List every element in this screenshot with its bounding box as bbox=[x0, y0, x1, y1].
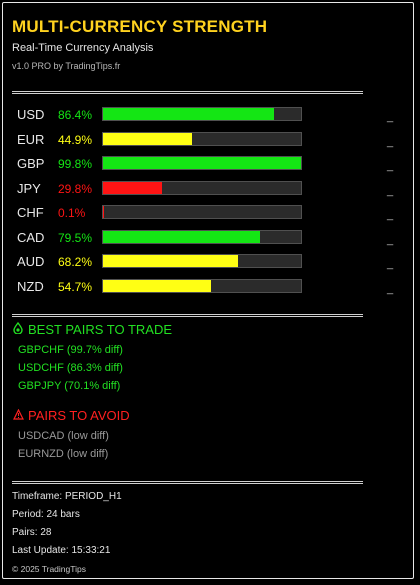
row-marker: _ bbox=[387, 282, 394, 295]
version-label: v1.0 PRO by TradingTips.fr bbox=[12, 61, 121, 71]
separator-middle bbox=[12, 314, 363, 317]
best-pair-item: GBPJPY (70.1% diff) bbox=[18, 380, 121, 392]
currency-row-usd: USD 86.4% _ bbox=[3, 105, 413, 127]
best-pairs-heading: BEST PAIRS TO TRADE bbox=[13, 321, 173, 337]
copyright-label: © 2025 TradingTips bbox=[12, 564, 86, 574]
row-marker: _ bbox=[387, 184, 394, 197]
pairs-count-label: Pairs: 28 bbox=[12, 527, 52, 538]
strength-bar bbox=[102, 156, 302, 170]
strength-bar-fill bbox=[103, 108, 275, 120]
warning-icon bbox=[13, 408, 25, 423]
avoid-pairs-title: PAIRS TO AVOID bbox=[28, 408, 130, 423]
row-marker: _ bbox=[387, 111, 394, 123]
avoid-pair-item: EURNZD (low diff) bbox=[18, 448, 109, 460]
strength-bar-fill bbox=[103, 181, 162, 194]
drop-icon bbox=[13, 321, 25, 337]
currency-row-jpy: JPY 29.8% _ bbox=[3, 179, 413, 201]
strength-percent: 99.8% bbox=[58, 157, 93, 171]
best-pair-item: USDCHF (86.3% diff) bbox=[18, 362, 123, 374]
currency-code: CHF bbox=[17, 205, 44, 220]
strength-bar bbox=[102, 107, 302, 121]
strength-bar-fill bbox=[103, 230, 261, 243]
avoid-pairs-heading: PAIRS TO AVOID bbox=[13, 408, 130, 423]
strength-bar-fill bbox=[103, 255, 239, 267]
best-pairs-title: BEST PAIRS TO TRADE bbox=[28, 322, 173, 337]
currency-row-cad: CAD 79.5% _ bbox=[3, 228, 413, 250]
currency-code: CAD bbox=[17, 229, 45, 245]
separator-bottom bbox=[12, 481, 363, 484]
separator-top bbox=[12, 91, 363, 94]
last-update-label: Last Update: 15:33:21 bbox=[12, 545, 111, 556]
strength-bar bbox=[102, 205, 302, 219]
currency-strength-panel: MULTI-CURRENCY STRENGTH Real-Time Curren… bbox=[2, 2, 414, 579]
strength-percent: 54.7% bbox=[58, 279, 93, 294]
strength-percent: 44.9% bbox=[58, 132, 93, 147]
currency-code: USD bbox=[17, 107, 45, 122]
strength-bar bbox=[102, 278, 302, 293]
row-marker: _ bbox=[387, 233, 394, 246]
strength-bar bbox=[102, 229, 302, 244]
currency-code: GBP bbox=[17, 156, 45, 171]
strength-bar-fill bbox=[103, 132, 192, 145]
strength-bar bbox=[102, 131, 302, 146]
row-marker: _ bbox=[387, 135, 394, 148]
panel-title: MULTI-CURRENCY STRENGTH bbox=[12, 17, 268, 36]
row-marker: _ bbox=[387, 209, 394, 221]
strength-bar bbox=[102, 180, 302, 195]
strength-percent: 79.5% bbox=[58, 230, 93, 245]
currency-row-chf: CHF 0.1% _ bbox=[3, 203, 413, 225]
strength-percent: 68.2% bbox=[58, 255, 93, 269]
timeframe-label: Timeframe: PERIOD_H1 bbox=[12, 491, 122, 502]
row-marker: _ bbox=[387, 258, 394, 270]
strength-percent: 0.1% bbox=[58, 206, 86, 220]
strength-percent: 29.8% bbox=[58, 181, 93, 196]
strength-bar-fill bbox=[103, 279, 212, 292]
strength-percent: 86.4% bbox=[58, 108, 93, 122]
currency-code: NZD bbox=[17, 278, 44, 294]
strength-bar-fill bbox=[103, 157, 301, 169]
currency-row-nzd: NZD 54.7% _ bbox=[3, 277, 413, 299]
currency-code: JPY bbox=[17, 180, 41, 196]
avoid-pair-item: USDCAD (low diff) bbox=[18, 430, 109, 442]
currency-row-eur: EUR 44.9% _ bbox=[3, 130, 413, 152]
row-marker: _ bbox=[387, 160, 394, 172]
period-label: Period: 24 bars bbox=[12, 509, 80, 520]
currency-row-gbp: GBP 99.8% _ bbox=[3, 154, 413, 176]
currency-row-aud: AUD 68.2% _ bbox=[3, 252, 413, 274]
currency-code: AUD bbox=[17, 254, 45, 269]
panel-subtitle: Real-Time Currency Analysis bbox=[12, 42, 154, 54]
currency-code: EUR bbox=[17, 131, 45, 147]
strength-bar bbox=[102, 254, 302, 268]
best-pair-item: GBPCHF (99.7% diff) bbox=[18, 344, 123, 356]
